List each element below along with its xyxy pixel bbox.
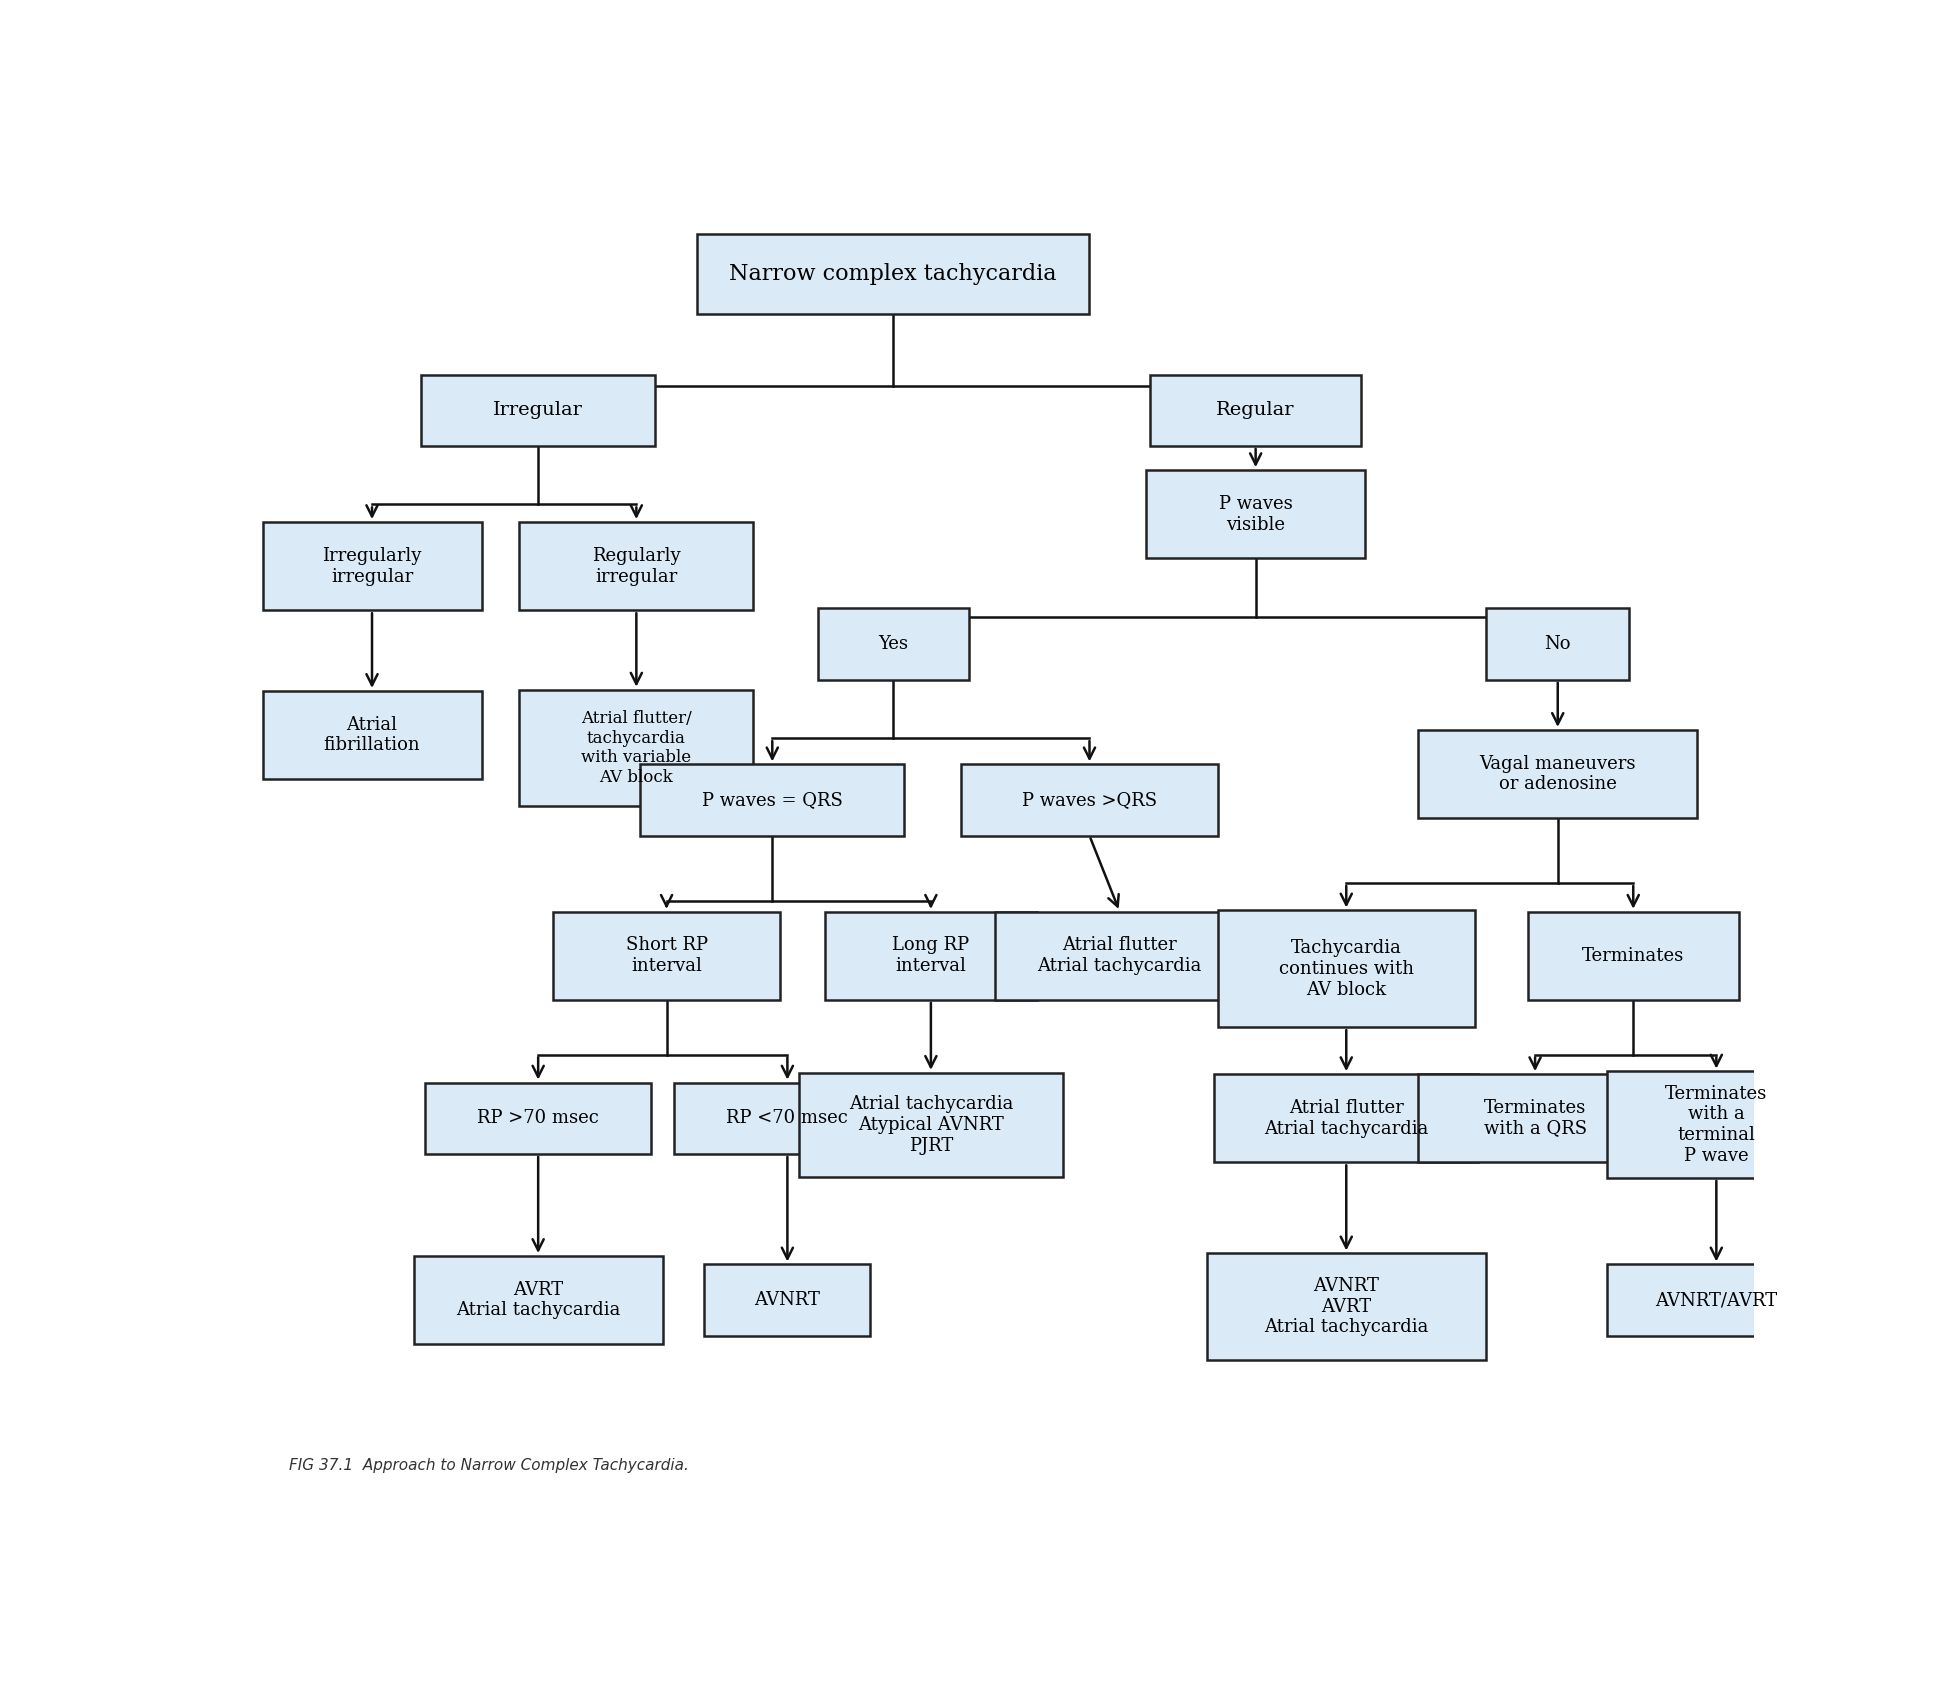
FancyBboxPatch shape [263,521,481,611]
Text: Terminates: Terminates [1582,946,1683,965]
FancyBboxPatch shape [960,764,1218,835]
Text: Long RP
interval: Long RP interval [892,936,968,975]
FancyBboxPatch shape [1605,1071,1825,1178]
FancyBboxPatch shape [818,609,968,680]
Text: Tachycardia
continues with
AV block: Tachycardia continues with AV block [1278,940,1412,999]
Text: Terminates
with a QRS: Terminates with a QRS [1482,1098,1586,1137]
Text: RP <70 msec: RP <70 msec [727,1110,847,1127]
FancyBboxPatch shape [703,1264,871,1336]
Text: Narrow complex tachycardia: Narrow complex tachycardia [729,263,1056,285]
Text: Atrial
fibrillation: Atrial fibrillation [323,715,421,754]
Text: Yes: Yes [879,634,908,653]
FancyBboxPatch shape [1218,911,1475,1027]
Text: AVNRT/AVRT: AVNRT/AVRT [1654,1291,1777,1309]
FancyBboxPatch shape [799,1073,1062,1178]
Text: AVNRT: AVNRT [754,1291,820,1309]
Text: Regularly
irregular: Regularly irregular [592,547,680,585]
FancyBboxPatch shape [1145,471,1364,558]
FancyBboxPatch shape [697,233,1089,314]
FancyBboxPatch shape [1527,911,1738,1000]
Text: P waves = QRS: P waves = QRS [701,791,842,810]
Text: Regular: Regular [1216,402,1293,420]
Text: AVRT
Atrial tachycardia: AVRT Atrial tachycardia [456,1280,619,1319]
Text: RP >70 msec: RP >70 msec [477,1110,598,1127]
Text: No: No [1543,634,1570,653]
Text: Atrial flutter
Atrial tachycardia: Atrial flutter Atrial tachycardia [1264,1098,1428,1137]
FancyBboxPatch shape [413,1255,662,1345]
Text: Atrial flutter
Atrial tachycardia: Atrial flutter Atrial tachycardia [1036,936,1202,975]
Text: Irregular: Irregular [493,402,582,420]
Text: FIG 37.1  Approach to Narrow Complex Tachycardia.: FIG 37.1 Approach to Narrow Complex Tach… [288,1458,688,1473]
Text: Terminates
with a
terminal
P wave: Terminates with a terminal P wave [1664,1085,1767,1166]
Text: Short RP
interval: Short RP interval [625,936,707,975]
FancyBboxPatch shape [674,1083,900,1154]
Text: Atrial tachycardia
Atypical AVNRT
PJRT: Atrial tachycardia Atypical AVNRT PJRT [847,1095,1013,1154]
FancyBboxPatch shape [421,375,655,445]
FancyBboxPatch shape [1206,1253,1484,1360]
FancyBboxPatch shape [1605,1264,1825,1336]
FancyBboxPatch shape [553,911,779,1000]
FancyBboxPatch shape [1418,1075,1652,1162]
Text: AVNRT
AVRT
Atrial tachycardia: AVNRT AVRT Atrial tachycardia [1264,1277,1428,1336]
FancyBboxPatch shape [425,1083,651,1154]
Text: P waves
visible: P waves visible [1218,494,1292,533]
Text: Irregularly
irregular: Irregularly irregular [321,547,421,585]
FancyBboxPatch shape [1418,730,1697,818]
FancyBboxPatch shape [639,764,904,835]
FancyBboxPatch shape [1214,1075,1479,1162]
Text: Atrial flutter/
tachycardia
with variable
AV block: Atrial flutter/ tachycardia with variabl… [581,710,692,786]
FancyBboxPatch shape [518,690,754,806]
Text: P waves >QRS: P waves >QRS [1021,791,1157,810]
FancyBboxPatch shape [995,911,1243,1000]
FancyBboxPatch shape [518,521,754,611]
Text: Vagal maneuvers
or adenosine: Vagal maneuvers or adenosine [1479,754,1634,793]
FancyBboxPatch shape [1484,609,1629,680]
FancyBboxPatch shape [824,911,1036,1000]
FancyBboxPatch shape [1149,375,1362,445]
FancyBboxPatch shape [263,692,481,779]
